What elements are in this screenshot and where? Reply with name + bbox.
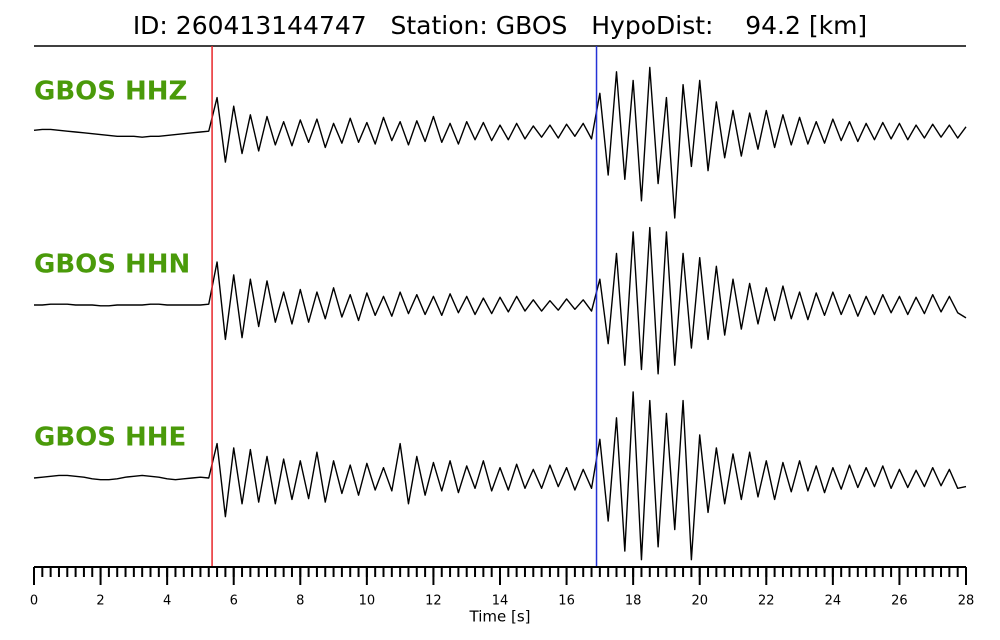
x-tick-label: 28 <box>958 594 975 609</box>
trace-label: GBOS HHN <box>34 250 190 280</box>
chart-title: ID: 260413144747 Station: GBOS HypoDist:… <box>133 11 867 40</box>
waveform <box>33 391 967 561</box>
x-tick-label: 26 <box>891 594 908 609</box>
x-tick-label: 6 <box>230 594 238 609</box>
waveform <box>34 226 967 375</box>
x-tick-label: 0 <box>30 594 38 609</box>
x-tick-label: 8 <box>296 594 304 609</box>
trace-label: GBOS HHZ <box>34 77 187 107</box>
x-tick-label: 14 <box>492 594 509 609</box>
x-tick-label: 12 <box>425 594 442 609</box>
trace-label: GBOS HHE <box>34 423 186 453</box>
x-tick-label: 4 <box>163 594 171 609</box>
x-tick-label: 24 <box>825 594 842 609</box>
x-axis-label: Time [s] <box>469 608 531 626</box>
waveform <box>33 66 967 219</box>
x-tick-label: 16 <box>558 594 575 609</box>
x-tick-label: 2 <box>96 594 104 609</box>
x-tick-label: 10 <box>359 594 376 609</box>
x-tick-label: 20 <box>691 594 708 609</box>
x-tick-label: 22 <box>758 594 775 609</box>
x-tick-label: 18 <box>625 594 642 609</box>
